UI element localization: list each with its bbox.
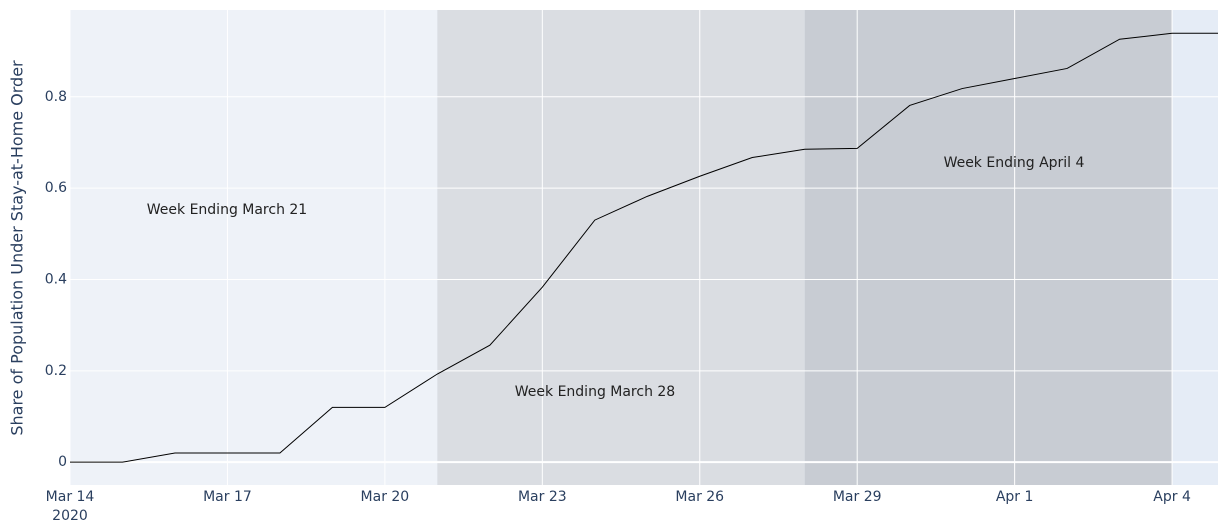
y-tick-label: 0.6 [45,180,67,196]
x-tick-sublabel: 2020 [52,508,88,524]
plot-area [70,32,1218,463]
y-axis-title: Share of Population Under Stay-at-Home O… [8,60,27,436]
week-region [804,10,1173,485]
series-line [70,32,1218,463]
region-label: Week Ending April 4 [944,155,1085,171]
y-tick-label: 0.4 [45,271,67,287]
x-tick-label: Mar 29 [833,489,882,505]
region-label: Week Ending March 21 [147,202,307,218]
y-tick-label: 0.2 [45,363,67,379]
region-label: Week Ending March 28 [515,384,675,400]
week-region [437,10,805,485]
x-tick-label: Apr 1 [996,489,1034,505]
y-tick-label: 0 [58,454,67,470]
x-tick-label: Mar 20 [361,489,410,505]
x-tick-label: Mar 23 [518,489,567,505]
x-tick-label: Mar 17 [203,489,252,505]
week-region [70,10,438,485]
x-tick-label: Mar 26 [675,489,724,505]
y-tick-label: 0.8 [45,89,67,105]
x-tick-label: Mar 14 [46,489,95,505]
x-tick-label: Apr 4 [1153,489,1191,505]
